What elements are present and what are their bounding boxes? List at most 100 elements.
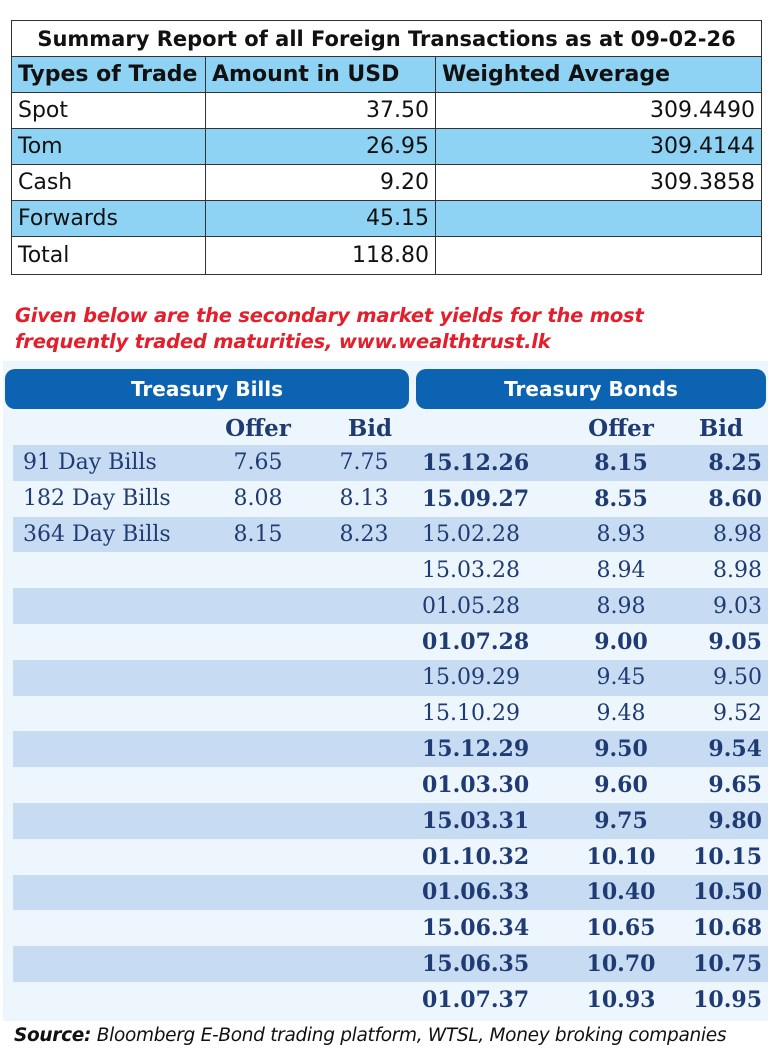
summary-row-forwards: Forwards 45.15 [11, 200, 763, 237]
bond-bid: 10.95 [693, 986, 762, 1013]
summary-row-spot: Spot 37.50 309.4490 [11, 92, 763, 129]
bond-maturity: 15.06.34 [422, 915, 530, 942]
bond-offer: 10.65 [586, 915, 656, 942]
bill-name [13, 839, 206, 875]
bond-maturity: 15.09.27 [422, 485, 530, 512]
bill-offer [206, 696, 310, 732]
bill-offer [206, 659, 310, 696]
bond-maturity: 15.03.31 [418, 802, 568, 839]
bill-name [13, 624, 206, 660]
bill-bid [310, 659, 418, 696]
trade-weighted-average [434, 200, 763, 237]
bill-offer [206, 588, 310, 624]
yield-row: 01.05.28 8.98 9.03 [13, 588, 768, 624]
bill-offer [206, 624, 310, 660]
bond-offer: 10.40 [568, 874, 674, 911]
bill-name [13, 552, 206, 588]
yield-row: 182 Day Bills 8.08 8.13 15.09.27 8.55 8.60 [13, 481, 768, 517]
yield-row: 364 Day Bills 8.15 8.23 15.02.28 8.93 8.98 [13, 516, 768, 553]
bond-bid: 9.54 [674, 731, 768, 768]
bonds-offer-header: Offer [588, 414, 654, 442]
trade-amount: 26.95 [205, 128, 436, 165]
bond-bid: 10.50 [674, 874, 768, 911]
bill-bid [310, 767, 418, 803]
bond-bid: 10.75 [674, 946, 768, 982]
bond-bid: 9.65 [708, 772, 762, 799]
summary-title: Summary Report of all Foreign Transactio… [10, 20, 763, 57]
bond-bid: 9.05 [708, 628, 762, 655]
bill-name [13, 696, 206, 732]
bond-bid: 10.68 [693, 915, 762, 942]
yield-row: 01.03.30 9.60 9.65 [13, 767, 768, 803]
bond-offer: 9.00 [594, 628, 648, 655]
bond-bid: 9.52 [713, 700, 762, 726]
bill-offer [206, 839, 310, 875]
bond-offer: 9.50 [568, 731, 674, 768]
summary-row-tom: Tom 26.95 309.4144 [11, 128, 763, 165]
bond-offer: 9.48 [596, 700, 646, 726]
yields-table: Offer Bid Offer Bid 91 Day Bills 7.65 7.75… [13, 411, 768, 1018]
bond-maturity: 15.03.28 [422, 557, 520, 583]
bonds-name-header [418, 411, 568, 445]
bill-name [13, 659, 206, 696]
bill-offer: 8.08 [233, 486, 283, 512]
yield-row: 15.06.35 10.70 10.75 [13, 946, 768, 982]
source-label: Source: [14, 1025, 92, 1046]
bill-bid [310, 588, 418, 624]
bills-offer-header: Offer [225, 414, 291, 442]
bill-bid [310, 874, 418, 911]
bond-offer: 8.93 [568, 516, 674, 553]
yield-row: 01.06.33 10.40 10.50 [13, 874, 768, 911]
bond-offer: 9.75 [568, 802, 674, 839]
bill-offer [206, 767, 310, 803]
bond-maturity: 01.07.37 [422, 986, 530, 1013]
bond-maturity: 15.12.26 [418, 445, 568, 481]
trade-weighted-average: 309.4144 [434, 128, 763, 165]
yield-row: 15.06.34 10.65 10.68 [13, 910, 768, 946]
yields-note: Given below are the secondary market yie… [15, 304, 644, 353]
bill-name: 364 Day Bills [13, 516, 206, 553]
bill-bid [310, 982, 418, 1018]
summary-header-row: Types of Trade Amount in USD Weighted Av… [11, 56, 763, 93]
bond-offer: 10.10 [586, 843, 656, 870]
trade-type: Forwards [11, 200, 206, 237]
summary-body: Summary Report of all Foreign Transactio… [10, 20, 763, 275]
bond-bid: 10.15 [693, 843, 762, 870]
bond-offer: 9.45 [568, 659, 674, 696]
bill-offer [206, 982, 310, 1018]
bond-offer: 8.94 [596, 557, 646, 583]
bond-maturity: 01.10.32 [422, 843, 530, 870]
bills-bid-header: Bid [347, 414, 393, 442]
bond-bid: 8.60 [708, 485, 762, 512]
bill-bid [310, 731, 418, 768]
bond-maturity: 01.05.28 [418, 588, 568, 624]
bond-bid: 8.25 [674, 445, 768, 481]
trade-weighted-average [434, 236, 763, 275]
bond-maturity: 01.06.33 [418, 874, 568, 911]
trade-type: Spot [11, 92, 206, 129]
bill-name [13, 731, 206, 768]
bond-maturity: 15.12.29 [418, 731, 568, 768]
yield-row: 15.10.29 9.48 9.52 [13, 696, 768, 732]
header-types-of-trade: Types of Trade [11, 56, 206, 93]
bond-bid: 9.50 [674, 659, 768, 696]
bill-bid [310, 552, 418, 588]
header-weighted-average: Weighted Average [434, 56, 763, 93]
trade-type: Cash [11, 164, 206, 201]
bills-name-header [13, 411, 206, 445]
bill-bid: 8.13 [339, 486, 389, 512]
bond-offer: 8.98 [568, 588, 674, 624]
summary-title-row: Summary Report of all Foreign Transactio… [10, 20, 763, 57]
bill-bid: 7.75 [310, 445, 418, 481]
trade-amount: 37.50 [205, 92, 436, 129]
bill-bid [310, 946, 418, 982]
treasury-bills-header: Treasury Bills [5, 369, 409, 409]
bond-maturity: 15.06.35 [418, 946, 568, 982]
bond-offer: 9.60 [594, 772, 648, 799]
bill-bid [310, 839, 418, 875]
trade-amount: 45.15 [205, 200, 436, 237]
bond-maturity: 15.02.28 [418, 516, 568, 553]
trade-amount: 9.20 [205, 164, 436, 201]
bond-maturity: 01.03.30 [422, 772, 530, 799]
bill-offer [206, 552, 310, 588]
